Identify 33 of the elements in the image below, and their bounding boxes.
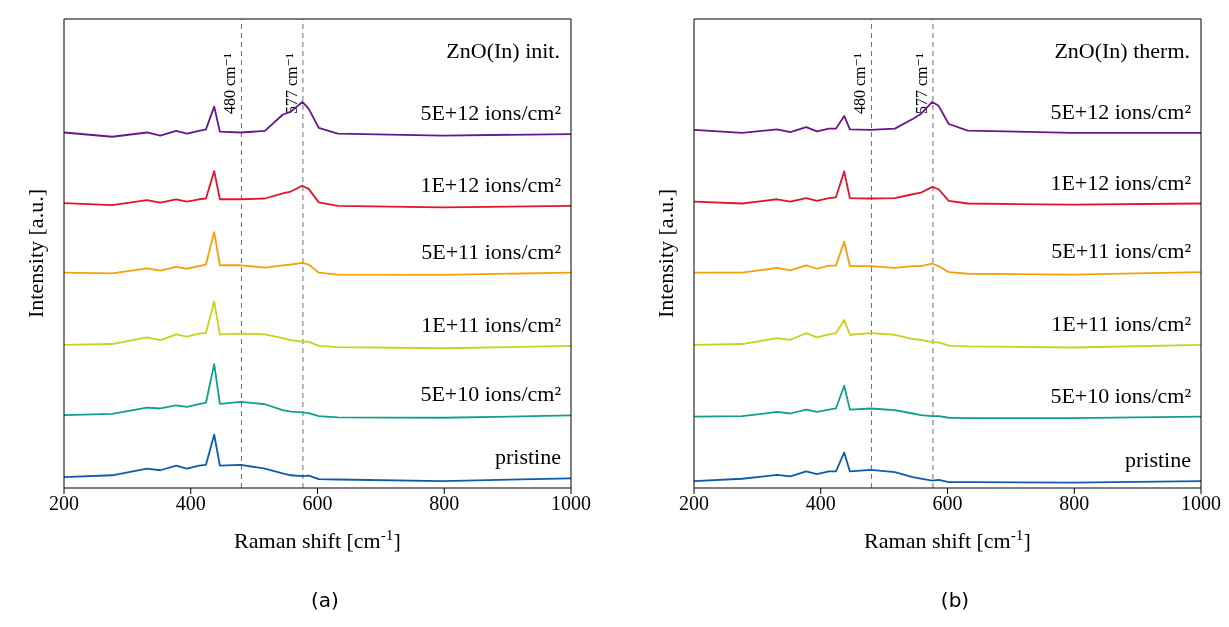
series-label: 1E+11 ions/cm² (421, 311, 562, 337)
text: (b) (939, 588, 971, 612)
x-tick-label: 1000 (551, 492, 591, 515)
text: (a) (310, 588, 340, 612)
series-label: 5E+11 ions/cm² (1051, 238, 1192, 264)
series-label: 5E+12 ions/cm² (420, 100, 562, 126)
series-label: 1E+11 ions/cm² (1051, 310, 1192, 336)
x-axis-title: Raman shift [cm$^{-1}$] (864, 525, 1031, 553)
x-tick-label: 1000 (1181, 492, 1221, 515)
series-label: 1E+12 ions/cm² (420, 171, 562, 197)
chart-title: ZnO(In) therm. (1054, 38, 1190, 63)
x-tick-label: 800 (429, 492, 460, 515)
x-axis-title: Raman shift [cm$^{-1}$] (234, 525, 401, 553)
x-tick-label: 200 (679, 492, 709, 515)
x-tick-label: 400 (175, 492, 206, 515)
series-label: 5E+10 ions/cm² (420, 381, 562, 407)
series-label: 5E+12 ions/cm² (1050, 98, 1192, 124)
series-label: pristine (1125, 447, 1191, 473)
ref-line-label: 577 cm⁻¹ (912, 53, 930, 114)
x-tick-label: 600 (932, 492, 963, 515)
series-label: 5E+11 ions/cm² (421, 238, 562, 264)
series-label: 5E+10 ions/cm² (1050, 382, 1192, 408)
x-tick-label: 200 (49, 492, 79, 515)
x-tick-label: 400 (805, 492, 836, 515)
y-axis-title: Intensity [a.u.] (22, 189, 48, 318)
ref-line-label: 480 cm⁻¹ (851, 53, 869, 114)
ref-line-label: 480 cm⁻¹ (221, 53, 239, 114)
y-axis-title: Intensity [a.u.] (652, 189, 678, 318)
series-label: 1E+12 ions/cm² (1050, 169, 1192, 195)
x-tick-label: 800 (1059, 492, 1090, 515)
chart-title: ZnO(In) init. (446, 38, 560, 63)
x-tick-label: 600 (302, 492, 333, 515)
series-label: pristine (495, 444, 561, 470)
